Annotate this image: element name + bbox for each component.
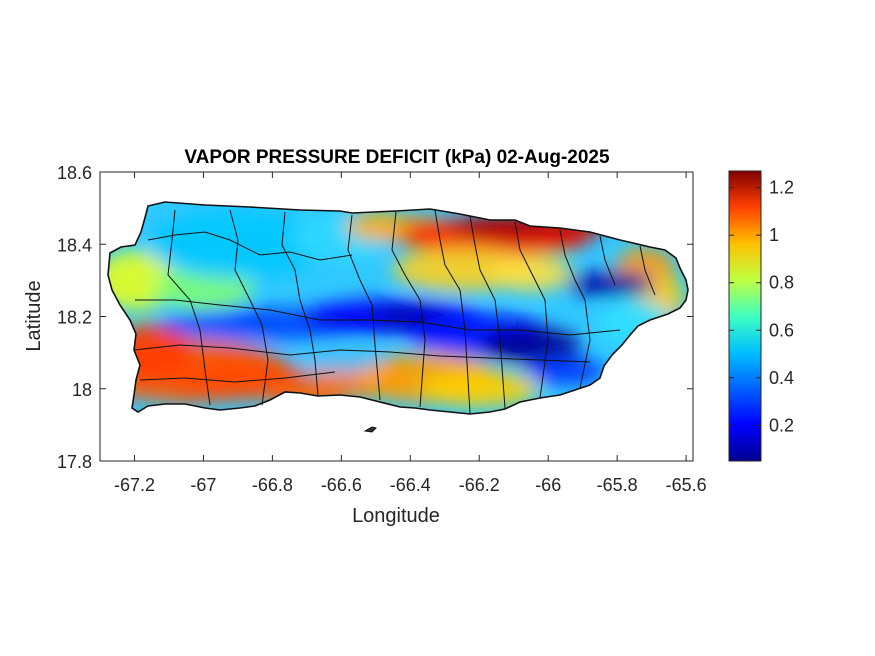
municipality-line	[281, 211, 311, 331]
colorbar-tick-label: 1	[769, 225, 779, 245]
municipality-line	[391, 211, 421, 301]
municipality-line	[469, 215, 496, 301]
x-tick-label: -65.6	[666, 475, 707, 495]
municipality-line	[514, 221, 546, 301]
y-tick-label: 17.8	[57, 452, 92, 472]
x-tick-label: -65.8	[597, 475, 638, 495]
vpd-field-patch	[167, 355, 308, 400]
x-axis-label: Longitude	[352, 505, 440, 527]
municipality-line	[559, 229, 586, 301]
x-tick-label: -66	[535, 475, 561, 495]
municipality-line	[147, 231, 353, 261]
x-tick-label: -66.4	[390, 475, 431, 495]
colorbar	[728, 170, 762, 462]
municipality-line	[459, 289, 471, 414]
x-tick-label: -66.8	[252, 475, 293, 495]
colorbar-tick-label: 0.6	[769, 320, 794, 340]
x-axis: -67.2 -67 -66.8 -66.6 -66.4 -66.2 -66 -65.8 -65.…	[114, 172, 707, 495]
municipality-line	[371, 304, 381, 401]
vpd-field-patch	[565, 271, 656, 296]
y-tick-label: 18.6	[57, 163, 92, 183]
x-tick-label: -66.6	[321, 475, 362, 495]
municipality-line	[309, 329, 319, 397]
vpd-field-patch	[480, 327, 581, 364]
municipality-line	[139, 371, 336, 383]
municipality-line	[639, 245, 656, 296]
municipality-line	[347, 214, 373, 306]
municipality-boundaries	[133, 209, 656, 414]
colorbar-tick-label: 0.8	[769, 273, 794, 293]
y-tick-label: 18	[72, 380, 92, 400]
municipality-line	[199, 329, 211, 406]
municipality-line	[261, 324, 269, 406]
colorbar-tick-label: 1.2	[769, 178, 794, 198]
chart-title: VAPOR PRESSURE DEFICIT (kPa) 02-Aug-2025	[184, 147, 610, 168]
municipality-line	[434, 209, 461, 291]
municipality-line	[599, 235, 616, 286]
colorbar-tick-label: 0.4	[769, 368, 794, 388]
municipality-line	[419, 299, 426, 408]
vpd-field-patch	[419, 370, 540, 407]
x-tick-label: -66.2	[459, 475, 500, 495]
municipality-line	[133, 344, 591, 363]
municipality-line	[167, 209, 201, 331]
vieques-caja-islet	[363, 426, 377, 433]
vpd-field-patch	[490, 255, 571, 292]
x-tick-label: -67	[190, 475, 216, 495]
colorbar-ticks: 0.2 0.4 0.6 0.8 1 1.2	[729, 178, 794, 435]
island-outline	[107, 201, 689, 415]
y-axis: 17.8 18 18.2 18.4 18.6	[57, 163, 693, 472]
vpd-field	[108, 202, 688, 414]
x-tick-label: -67.2	[114, 475, 155, 495]
municipality-line	[135, 299, 621, 336]
municipality-line	[579, 299, 591, 389]
colorbar-tick-label: 0.2	[769, 415, 794, 435]
municipality-line	[494, 299, 506, 409]
y-tick-label: 18.2	[57, 308, 92, 328]
y-tick-label: 18.4	[57, 235, 92, 255]
y-axis-label: Latitude	[23, 280, 45, 351]
vpd-field-patch	[345, 212, 406, 241]
municipality-line	[539, 299, 549, 399]
vpd-field-patch	[301, 347, 382, 372]
